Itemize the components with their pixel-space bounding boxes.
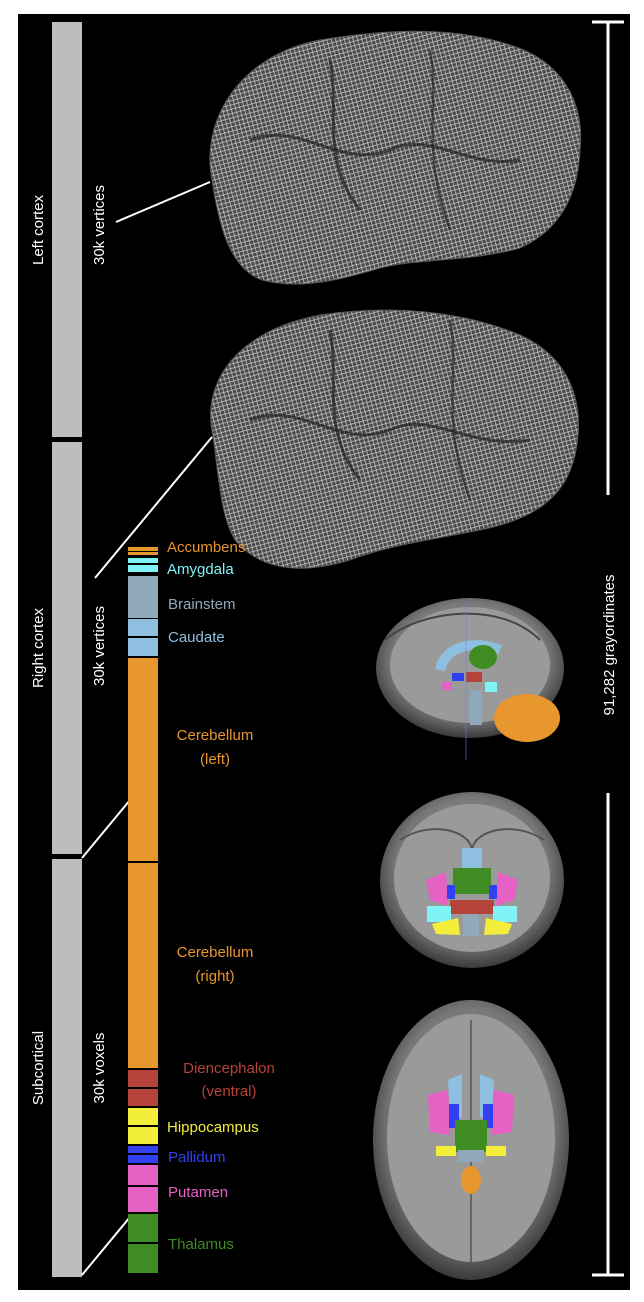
label-caudate: Caudate xyxy=(168,629,225,646)
subcortical-sublabel: 30k voxels xyxy=(91,1033,108,1104)
mri-coronal xyxy=(376,792,568,987)
segment-thalamus-1 xyxy=(128,1214,158,1242)
segment-amygdala-2 xyxy=(128,565,158,572)
label-brainstem: Brainstem xyxy=(168,596,236,613)
left-cortex-label: Left cortex xyxy=(30,194,47,265)
label-accumbens: Accumbens xyxy=(167,539,245,556)
connector-right-cortex xyxy=(94,436,213,579)
segment-hippocampus-1 xyxy=(128,1108,158,1125)
connector-left-cortex xyxy=(115,181,211,223)
total-bracket xyxy=(592,20,624,1277)
mri-axial xyxy=(371,995,571,1285)
total-grayordinates-label: 91,282 grayordinates xyxy=(601,575,618,716)
segment-putamen-1 xyxy=(128,1165,158,1185)
label-cerebellum-right-2: (right) xyxy=(195,968,234,985)
left-cortex-surface xyxy=(209,30,582,285)
segment-thalamus-2 xyxy=(128,1244,158,1273)
segment-brainstem xyxy=(128,576,158,618)
segment-hippocampus-2 xyxy=(128,1127,158,1144)
segment-putamen-2 xyxy=(128,1187,158,1212)
label-cerebellum-right-1: Cerebellum xyxy=(177,944,254,961)
segment-accumbens-2 xyxy=(128,552,158,555)
segment-diencephalon-1 xyxy=(128,1070,158,1087)
segment-pallidum-1 xyxy=(128,1146,158,1153)
label-thalamus: Thalamus xyxy=(168,1236,234,1253)
right-cortex-bar xyxy=(52,442,82,854)
label-diencephalon-1: Diencephalon xyxy=(183,1060,275,1077)
segment-caudate-1 xyxy=(128,619,158,636)
subcortical-bar xyxy=(52,859,82,1277)
label-pallidum: Pallidum xyxy=(168,1149,226,1166)
segment-pallidum-2 xyxy=(128,1155,158,1163)
mri-sagittal xyxy=(369,591,569,762)
label-diencephalon-2: (ventral) xyxy=(201,1083,256,1100)
connector-subcortical-bottom xyxy=(81,1216,131,1276)
segment-cerebellum-left xyxy=(128,658,158,861)
segment-amygdala-1 xyxy=(128,558,158,563)
structure-bar xyxy=(128,547,158,1273)
section-bars xyxy=(52,22,82,1277)
right-cortex-sublabel: 30k vertices xyxy=(91,606,108,686)
label-cerebellum-left-2: (left) xyxy=(200,751,230,768)
label-cerebellum-left-1: Cerebellum xyxy=(177,727,254,744)
left-cortex-bar xyxy=(52,22,82,437)
label-amygdala: Amygdala xyxy=(167,561,234,578)
label-hippocampus: Hippocampus xyxy=(167,1119,259,1136)
label-putamen: Putamen xyxy=(168,1184,228,1201)
segment-diencephalon-2 xyxy=(128,1089,158,1106)
right-cortex-surface xyxy=(210,309,579,569)
left-cortex-sublabel: 30k vertices xyxy=(91,185,108,265)
connector-subcortical-top xyxy=(81,799,131,859)
structure-labels: Accumbens Amygdala Brainstem Caudate Cer… xyxy=(167,539,275,1253)
segment-caudate-2 xyxy=(128,638,158,656)
subcortical-label: Subcortical xyxy=(30,1031,47,1105)
right-cortex-label: Right cortex xyxy=(30,607,47,688)
segment-accumbens-1 xyxy=(128,547,158,551)
segment-cerebellum-right xyxy=(128,863,158,1068)
